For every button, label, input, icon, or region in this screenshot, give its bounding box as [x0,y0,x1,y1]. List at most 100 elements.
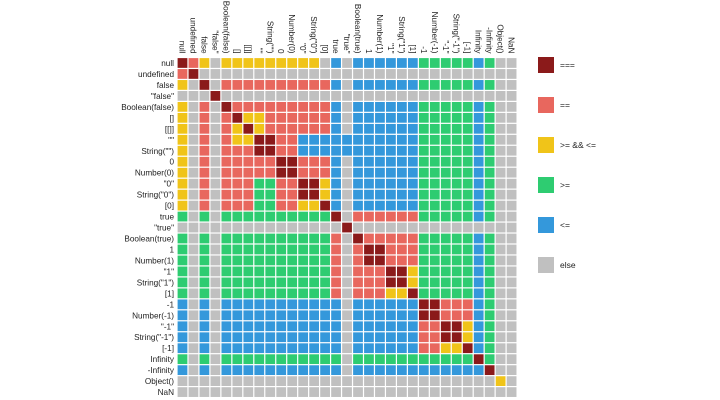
matrix-cell [429,145,440,156]
matrix-cell [199,58,210,68]
row-label: "1" [164,267,174,276]
matrix-cell [243,134,254,145]
matrix-cell [254,123,265,134]
matrix-cell [210,277,221,288]
matrix-cell [232,156,243,167]
matrix-cell [298,178,309,189]
matrix-cell [386,80,396,90]
matrix-cell [495,69,506,79]
matrix-cell [243,91,254,101]
legend-swatch [538,137,554,153]
row-label: 0 [169,158,174,167]
matrix-cell [243,299,254,310]
matrix-cell [364,233,374,244]
matrix-cell [199,299,210,310]
matrix-cell [287,288,298,299]
matrix-cell [495,112,506,123]
matrix-cell [188,189,199,200]
matrix-cell [353,233,363,244]
matrix-cell [484,167,495,178]
matrix-cell [440,233,451,244]
matrix-cell [232,321,243,332]
matrix-cell [221,167,232,178]
matrix-cell [309,69,320,79]
matrix-cell [177,354,188,365]
matrix-cell [375,244,385,255]
matrix-cell [210,58,221,68]
matrix-cell [495,211,506,222]
matrix-cell [331,101,341,112]
matrix-cell [473,288,484,299]
matrix-cell [495,167,506,178]
matrix-cell [397,189,407,200]
matrix-cell [177,343,188,354]
matrix-cell [320,69,330,79]
matrix-cell [364,222,374,233]
matrix-cell [188,200,199,211]
matrix-cell [265,189,276,200]
matrix-cell [375,211,385,222]
matrix-cell [177,365,188,376]
matrix-cell [342,310,352,321]
matrix-cell [199,233,210,244]
matrix-cell [407,233,418,244]
matrix-cell [407,156,418,167]
matrix-cell [484,343,495,354]
matrix-cell [243,200,254,211]
matrix-cell [462,58,473,68]
matrix-cell [484,200,495,211]
matrix-cell [331,123,341,134]
matrix-cell [265,387,276,397]
matrix-cell [429,299,440,310]
legend-swatch [538,57,554,73]
matrix-cell [254,244,265,255]
matrix-cell [495,266,506,277]
matrix-cell [287,58,298,68]
matrix-cell [506,277,517,288]
matrix-cell [440,80,451,90]
matrix-cell [265,376,276,386]
matrix-cell [364,266,374,277]
matrix-cell [309,189,320,200]
matrix-cell [397,288,407,299]
matrix-cell [484,211,495,222]
matrix-cell [331,376,341,386]
matrix-cell [188,156,199,167]
matrix-cell [265,156,276,167]
matrix-cell [276,343,287,354]
matrix-cell [386,58,396,68]
legend-label: else [560,260,576,270]
matrix-cell [199,200,210,211]
matrix-cell [221,310,232,321]
matrix-cell [331,299,341,310]
matrix-cell [221,123,232,134]
matrix-cell [298,244,309,255]
matrix-cell [331,69,341,79]
matrix-cell [364,145,374,156]
matrix-cell [298,167,309,178]
matrix-cell [298,123,309,134]
matrix-cell [473,255,484,266]
matrix-cell [484,310,495,321]
matrix-cell [397,178,407,189]
matrix-cell [462,365,473,376]
matrix-cell [320,288,330,299]
matrix-cell [177,277,188,288]
matrix-cell [243,189,254,200]
matrix-cell [243,332,254,343]
matrix-cell [418,58,429,68]
matrix-cell [331,233,341,244]
matrix-cell [407,244,418,255]
matrix-cell [276,321,287,332]
matrix-cell [243,288,254,299]
matrix-cell [265,310,276,321]
matrix-cell [495,91,506,101]
matrix-cell [353,244,363,255]
matrix-cell [364,167,374,178]
matrix-cell [243,101,254,112]
matrix-cell [386,277,396,288]
matrix-cell [462,277,473,288]
matrix-cell [462,200,473,211]
matrix-cell [298,101,309,112]
matrix-cell [177,178,188,189]
